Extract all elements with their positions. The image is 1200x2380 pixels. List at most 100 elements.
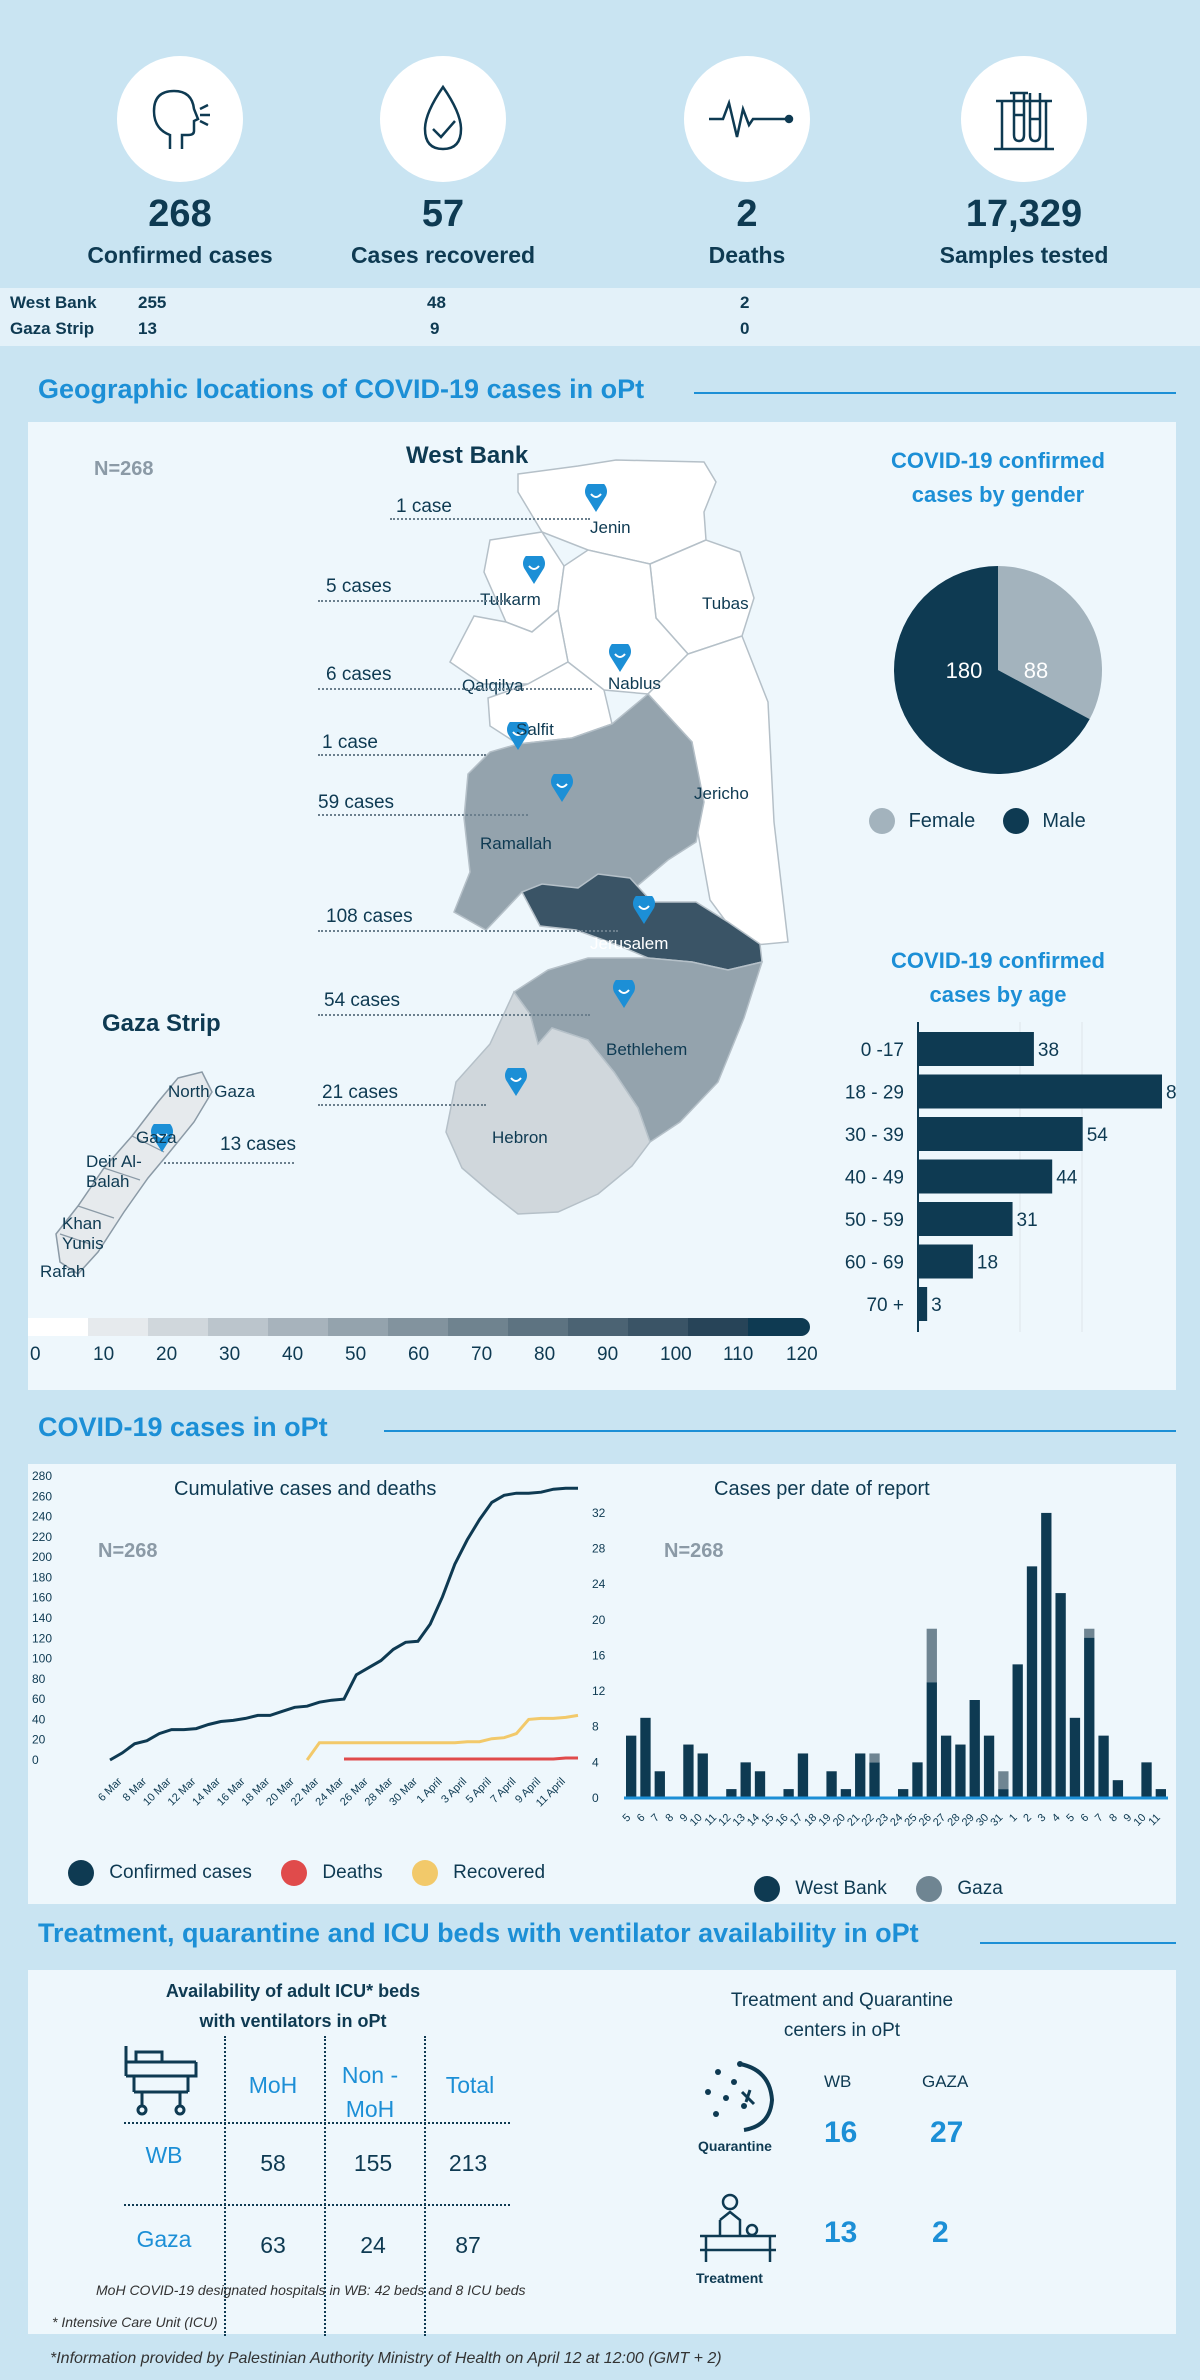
age-bar <box>918 1159 1053 1194</box>
scale-swatch <box>88 1318 150 1336</box>
leader-line <box>318 600 510 602</box>
west-bank-title: West Bank <box>406 442 529 469</box>
bar-west-bank <box>1141 1762 1152 1798</box>
row-recovered: 48 <box>427 293 446 312</box>
x-tick-label: 6 <box>1079 1812 1092 1825</box>
x-tick-label: 30 Mar <box>387 1775 420 1808</box>
bar-west-bank <box>1012 1664 1023 1798</box>
gaza-title: Gaza Strip <box>102 1010 221 1037</box>
leader-line <box>318 688 592 690</box>
bar-west-bank <box>754 1771 766 1798</box>
table-divider <box>124 2122 510 2124</box>
gaza-strip-shape <box>55 1071 213 1275</box>
bar-west-bank <box>740 1762 751 1798</box>
perdate-title: Cases per date of report <box>714 1478 930 1500</box>
age-value-label: 31 <box>1017 1210 1038 1231</box>
pie-slice-male <box>894 566 1090 774</box>
scale-tick: 50 <box>345 1344 367 1365</box>
cases-section-title: COVID-19 cases in oPt <box>38 1412 328 1442</box>
y-tick-label: 60 <box>32 1692 46 1706</box>
scale-tick: 10 <box>93 1344 115 1365</box>
title-line: cases by gender <box>911 482 1085 507</box>
row-recovered: 9 <box>430 319 440 338</box>
map-pin-icon <box>609 644 631 672</box>
age-category-label: 30 - 39 <box>845 1125 904 1146</box>
stat-samples: 17,329 Samples tested <box>899 56 1149 269</box>
legend-swatch-wb <box>754 1876 780 1902</box>
gender-pie: 88 180 <box>894 566 1102 774</box>
age-bar <box>918 1032 1034 1066</box>
y-tick-label: 0 <box>32 1753 39 1767</box>
label-salfit: Salfit <box>516 720 554 739</box>
label-jericho: Jericho <box>694 784 749 803</box>
bar-gaza <box>998 1771 1009 1790</box>
scale-tick: 80 <box>534 1344 556 1365</box>
age-bar <box>918 1287 928 1321</box>
scale-tick: 40 <box>282 1344 304 1365</box>
title-line: Availability of adult ICU* beds <box>165 1981 421 2001</box>
scale-tick: 110 <box>723 1344 754 1365</box>
label-tulkarm: Tulkarm <box>480 590 541 609</box>
x-tick-label: 7 <box>1093 1812 1106 1825</box>
bar-gaza <box>1084 1628 1095 1638</box>
geo-panel: N=268 West Bank Gaza Strip Jenin Tulkarm… <box>28 422 1176 1390</box>
cases-tulkarm: 5 cases <box>326 576 392 597</box>
legend-male: Male <box>1042 809 1086 832</box>
x-tick-label: 3 April <box>439 1776 469 1806</box>
scale-swatch <box>748 1318 810 1336</box>
y-tick-label: 80 <box>32 1672 46 1686</box>
col-gaza: GAZA <box>922 2072 969 2091</box>
header-total: Total <box>445 2072 495 2098</box>
district-ramallah <box>453 692 705 931</box>
gaza-total: 87 <box>455 2232 481 2258</box>
header-moh: MoH <box>248 2072 298 2098</box>
legend-female: Female <box>908 809 976 832</box>
age-value-label: 54 <box>1087 1125 1109 1146</box>
x-tick-label: 5 <box>1064 1812 1077 1825</box>
treatment-section-title: Treatment, quarantine and ICU beds with … <box>38 1918 919 1948</box>
geo-section-title: Geographic locations of COVID-19 cases i… <box>38 374 645 404</box>
title-line: Treatment and Quarantine <box>730 1990 954 2011</box>
wb-total: 213 <box>448 2150 488 2176</box>
x-tick-label: 1 April <box>415 1776 445 1806</box>
x-tick-label: 4 <box>1050 1812 1063 1825</box>
gaza-moh: 63 <box>260 2232 286 2258</box>
bar-west-bank <box>983 1735 995 1798</box>
legend-swatch-female <box>869 808 895 834</box>
stat-value: 57 <box>421 193 465 235</box>
bar-west-bank <box>869 1762 880 1798</box>
west-bank-map <box>55 459 789 1275</box>
table-divider <box>124 2204 510 2206</box>
district-hebron <box>445 990 651 1215</box>
map-pin-icon <box>505 1068 527 1096</box>
bar-west-bank <box>1041 1512 1052 1798</box>
y-tick-label: 100 <box>32 1652 52 1666</box>
age-bar-chart: 0 -17 38 18 - 29 80 30 - 39 54 40 - 49 44 50 - 5… <box>845 1022 1176 1332</box>
scale-swatch <box>148 1318 210 1336</box>
title-line: centers in oPt <box>783 2020 901 2041</box>
scale-swatch <box>628 1318 690 1336</box>
section-rule <box>384 1430 1176 1432</box>
gender-chart-title: COVID-19 confirmed cases by gender <box>828 444 1168 512</box>
scale-tick: 0 <box>30 1344 41 1365</box>
map-pin-icon <box>585 484 607 512</box>
quarantine-icon <box>705 2061 775 2132</box>
label-rafah: Rafah <box>40 1262 86 1281</box>
row-label-gaza: Gaza <box>136 2226 192 2252</box>
age-value-label: 3 <box>931 1295 942 1316</box>
treatment-label: Treatment <box>696 2270 763 2286</box>
legend-confirmed: Confirmed cases <box>109 1862 252 1883</box>
y-tick-label: 240 <box>32 1510 52 1524</box>
n-label-perdate: N=268 <box>664 1540 724 1562</box>
row-region: Gaza Strip <box>10 319 95 338</box>
quarantine-label: Quarantine <box>698 2138 772 2154</box>
age-value-label: 18 <box>977 1253 998 1274</box>
x-tick-label: 8 <box>663 1812 676 1825</box>
bar-west-bank <box>898 1789 909 1798</box>
label-deir-al-balah: Deir Al-Balah <box>86 1152 142 1191</box>
label-tubas: Tubas <box>702 594 749 613</box>
x-tick-label: 5 <box>620 1812 633 1825</box>
age-bar <box>918 1117 1083 1151</box>
bar-west-bank <box>1069 1717 1081 1798</box>
stat-label: Confirmed cases <box>87 242 273 268</box>
